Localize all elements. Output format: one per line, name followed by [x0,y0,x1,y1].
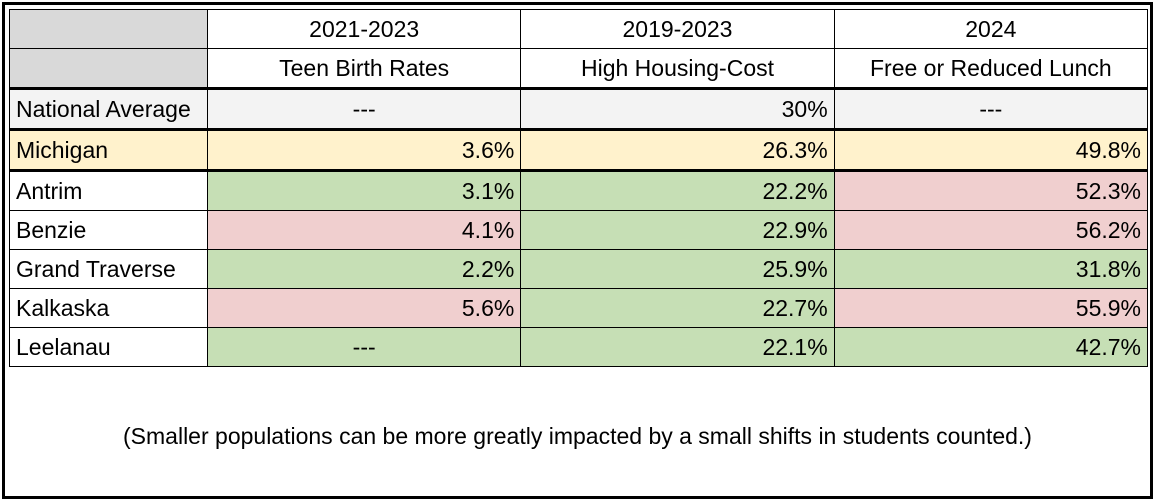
table-cell: 52.3% [833,170,1149,211]
table-cell: 3.6% [206,129,522,172]
table-cell: 42.7% [833,327,1149,367]
table-cell: 55.9% [833,288,1149,328]
header-metric-teen-birth-rates: Teen Birth Rates [206,48,522,90]
table-cell: 22.7% [520,288,835,328]
row-label: Grand Traverse [9,249,208,289]
table-row: Leelanau --- 22.1% 42.7% [9,327,1149,367]
table-cell: --- [206,88,522,131]
table-row: Kalkaska 5.6% 22.7% 55.9% [9,288,1149,328]
table-cell: 26.3% [520,129,835,172]
table-cell: --- [206,327,522,367]
table-cell: 5.6% [206,288,522,328]
table-row-national-average: National Average --- 30% --- [9,88,1149,131]
table-cell: 3.1% [206,170,522,211]
table-cell: 22.2% [520,170,835,211]
row-label: Kalkaska [9,288,208,328]
header-year: 2021-2023 [206,9,522,49]
table-cell: 25.9% [520,249,835,289]
header-corner [9,9,208,49]
table-cell: 22.9% [520,210,835,250]
row-label: Leelanau [9,327,208,367]
footnote: (Smaller populations can be more greatly… [123,423,1032,449]
table-cell: --- [833,88,1149,131]
table-row: Benzie 4.1% 22.9% 56.2% [9,210,1149,250]
table-cell: 4.1% [206,210,522,250]
table-cell: 2.2% [206,249,522,289]
row-label: Michigan [9,129,208,172]
header-metric-free-reduced-lunch: Free or Reduced Lunch [833,48,1149,90]
row-label: Benzie [9,210,208,250]
table-cell: 49.8% [833,129,1149,172]
header-year: 2024 [833,9,1149,49]
header-metric-high-housing-cost: High Housing-Cost [520,48,835,90]
header-row-metrics: Teen Birth Rates High Housing-Cost Free … [9,48,1149,90]
table-row: Antrim 3.1% 22.2% 52.3% [9,170,1149,211]
row-label: National Average [9,88,208,131]
table-cell: 56.2% [833,210,1149,250]
comparison-table: 2021-2023 2019-2023 2024 Teen Birth Rate… [9,9,1149,367]
table-cell: 22.1% [520,327,835,367]
table-cell: 30% [520,88,835,131]
table-cell: 31.8% [833,249,1149,289]
header-row-years: 2021-2023 2019-2023 2024 [9,9,1149,49]
header-year: 2019-2023 [520,9,835,49]
row-label: Antrim [9,170,208,211]
table-row: Grand Traverse 2.2% 25.9% 31.8% [9,249,1149,289]
table-row-michigan: Michigan 3.6% 26.3% 49.8% [9,129,1149,172]
header-corner [9,48,208,90]
